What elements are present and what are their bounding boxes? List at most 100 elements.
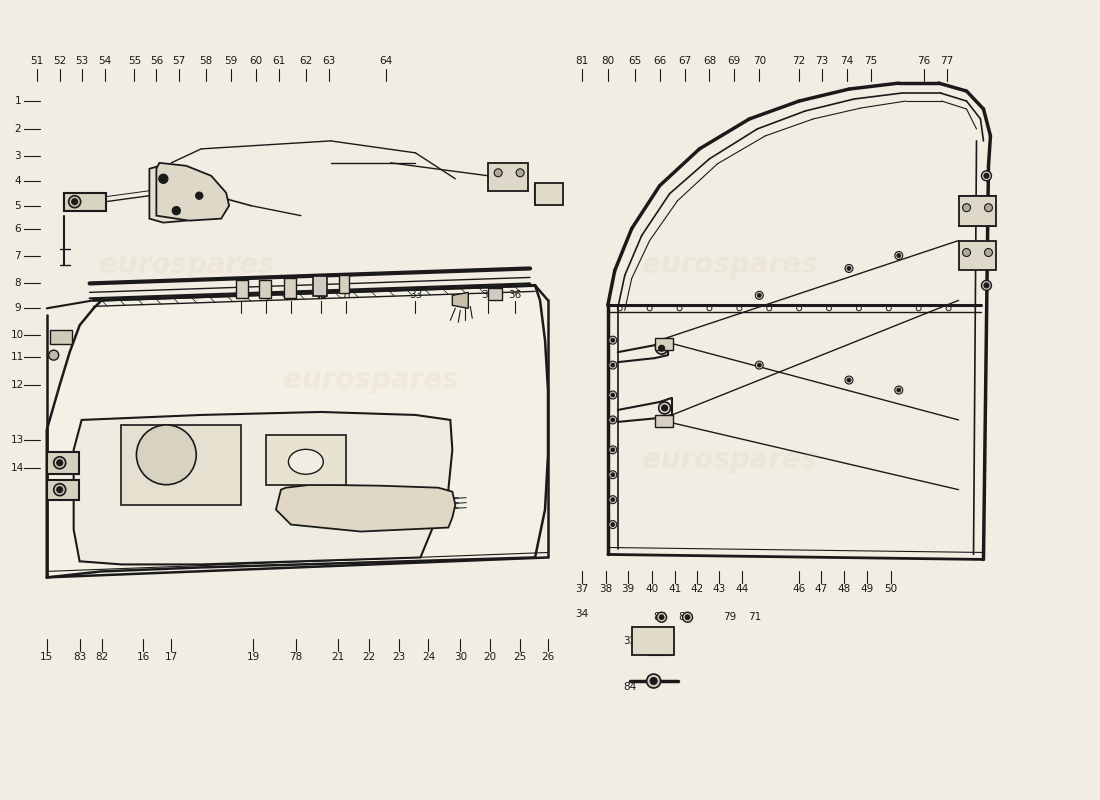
Text: 70: 70	[752, 56, 766, 66]
Text: 12: 12	[11, 380, 24, 390]
Text: 43: 43	[713, 584, 726, 594]
Circle shape	[610, 498, 615, 502]
Circle shape	[984, 283, 989, 288]
Text: 35: 35	[482, 290, 495, 300]
Circle shape	[610, 448, 615, 452]
Circle shape	[962, 249, 970, 257]
Bar	[488, 288, 503, 300]
Circle shape	[608, 416, 617, 424]
Text: 20: 20	[484, 652, 497, 662]
Circle shape	[984, 249, 992, 257]
Bar	[654, 415, 672, 427]
Circle shape	[756, 291, 763, 299]
Circle shape	[656, 342, 668, 354]
Circle shape	[847, 378, 851, 382]
Text: 66: 66	[653, 56, 667, 66]
Circle shape	[610, 522, 615, 526]
Bar	[236, 281, 249, 298]
Circle shape	[659, 614, 664, 620]
Text: 60: 60	[250, 56, 263, 66]
Text: 77: 77	[940, 56, 954, 66]
Text: 84: 84	[623, 682, 636, 692]
Circle shape	[894, 251, 903, 259]
Text: 10: 10	[11, 330, 24, 340]
Text: 40: 40	[645, 584, 658, 594]
Text: 74: 74	[840, 56, 854, 66]
Text: 4: 4	[14, 176, 21, 186]
Circle shape	[57, 486, 63, 493]
Polygon shape	[150, 166, 199, 222]
Text: 73: 73	[815, 56, 828, 66]
Circle shape	[682, 612, 693, 622]
Circle shape	[610, 393, 615, 397]
Text: 65: 65	[628, 56, 641, 66]
Circle shape	[756, 361, 763, 369]
Text: 76: 76	[917, 56, 931, 66]
Text: 86: 86	[678, 612, 691, 622]
Circle shape	[173, 206, 180, 214]
Circle shape	[896, 388, 901, 392]
Circle shape	[608, 391, 617, 399]
Bar	[312, 277, 327, 296]
Text: 16: 16	[136, 652, 150, 662]
Circle shape	[196, 192, 202, 199]
Text: 24: 24	[421, 652, 434, 662]
Text: 50: 50	[884, 584, 898, 594]
Circle shape	[72, 198, 78, 205]
Text: 11: 11	[11, 352, 24, 362]
Text: 22: 22	[362, 652, 375, 662]
Text: 17: 17	[165, 652, 178, 662]
Circle shape	[647, 674, 661, 688]
Text: 32: 32	[623, 636, 636, 646]
Text: 81: 81	[575, 56, 589, 66]
Text: 61: 61	[273, 56, 286, 66]
Text: 56: 56	[150, 56, 163, 66]
Text: 13: 13	[11, 435, 24, 445]
Circle shape	[661, 405, 668, 411]
Circle shape	[847, 266, 851, 270]
Text: 27: 27	[234, 290, 248, 300]
Bar	[958, 196, 997, 226]
Text: 62: 62	[299, 56, 312, 66]
Circle shape	[608, 361, 617, 369]
Bar	[284, 278, 296, 298]
Text: 8: 8	[14, 278, 21, 289]
Circle shape	[962, 204, 970, 212]
Text: 69: 69	[728, 56, 741, 66]
Circle shape	[659, 345, 664, 351]
Text: 51: 51	[30, 56, 43, 66]
Text: 36: 36	[508, 290, 521, 300]
Bar	[654, 338, 672, 350]
Text: 31: 31	[339, 290, 352, 300]
Text: 85: 85	[653, 612, 667, 622]
Text: 63: 63	[322, 56, 335, 66]
Text: 38: 38	[600, 584, 613, 594]
Bar	[121, 425, 241, 505]
Text: 45: 45	[315, 290, 328, 300]
Text: 83: 83	[73, 652, 86, 662]
Circle shape	[608, 521, 617, 529]
Circle shape	[608, 470, 617, 478]
Text: 28: 28	[260, 290, 273, 300]
Text: eurospares: eurospares	[641, 251, 817, 279]
Text: 14: 14	[11, 462, 24, 473]
Text: 59: 59	[224, 56, 238, 66]
Bar	[47, 452, 78, 474]
Circle shape	[608, 496, 617, 504]
Circle shape	[659, 402, 671, 414]
Text: 68: 68	[703, 56, 716, 66]
Bar	[50, 330, 72, 344]
Circle shape	[845, 265, 853, 273]
Text: 57: 57	[173, 56, 186, 66]
Text: 79: 79	[723, 612, 736, 622]
Text: 34: 34	[575, 610, 589, 619]
Polygon shape	[47, 286, 548, 578]
Text: 80: 80	[602, 56, 615, 66]
Text: eurospares: eurospares	[641, 446, 817, 474]
Text: 41: 41	[668, 584, 681, 594]
Circle shape	[610, 418, 615, 422]
Circle shape	[608, 446, 617, 454]
Circle shape	[984, 204, 992, 212]
Circle shape	[657, 612, 667, 622]
Circle shape	[54, 484, 66, 496]
